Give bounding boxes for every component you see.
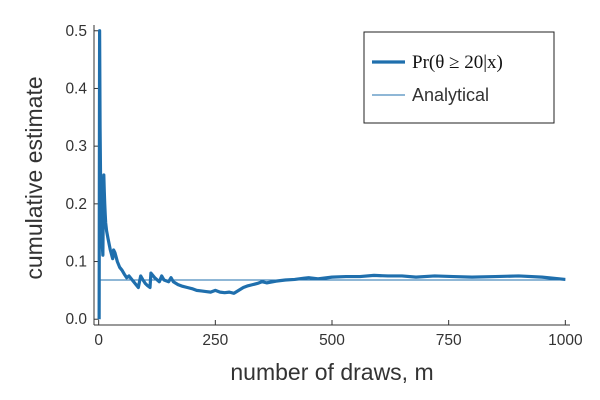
legend-label: Pr(θ ≥ 20|x) xyxy=(412,52,503,73)
y-tick-label: 0.3 xyxy=(65,138,87,155)
y-tick-label: 0.0 xyxy=(65,311,87,328)
legend-box xyxy=(363,31,555,124)
x-tick-label: 750 xyxy=(436,332,462,349)
x-tick-label: 500 xyxy=(319,332,345,349)
y-tick-label: 0.5 xyxy=(65,23,87,40)
y-axis-label: cumulative estimate xyxy=(21,76,47,279)
x-tick-label: 0 xyxy=(94,332,103,349)
legend: Pr(θ ≥ 20|x) Analytical xyxy=(363,31,555,124)
legend-label: Analytical xyxy=(412,85,489,105)
y-tick-label: 0.2 xyxy=(65,196,87,213)
y-tick-label: 0.1 xyxy=(65,254,87,271)
x-axis-label: number of draws, m xyxy=(230,359,433,385)
x-tick-label: 1000 xyxy=(548,332,583,349)
axes: 0 250 500 750 1000 0.0 0.1 0.2 0.3 0.4 0.5 xyxy=(65,23,583,349)
y-tick-label: 0.4 xyxy=(65,80,87,97)
x-tick-label: 250 xyxy=(202,332,228,349)
plot-area xyxy=(97,29,566,320)
